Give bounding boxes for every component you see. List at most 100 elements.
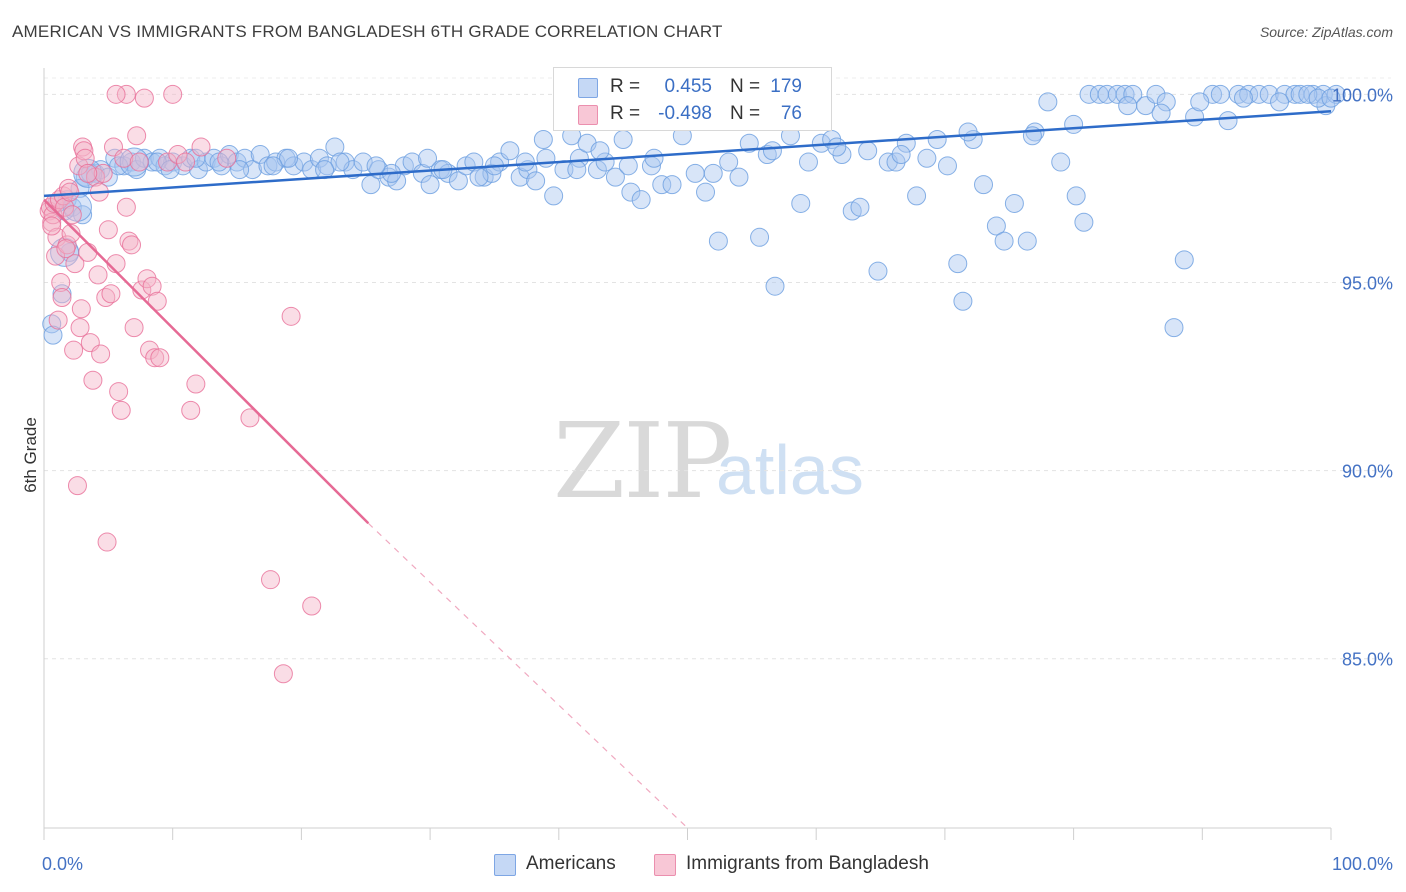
bottom-legend: Americans Immigrants from Bangladesh — [0, 852, 1406, 878]
american-point — [1118, 96, 1138, 116]
bangladesh-point — [119, 231, 139, 251]
american-point — [1164, 318, 1184, 338]
bangladesh-point — [91, 344, 111, 364]
n-value: 179 — [770, 76, 802, 97]
american-point — [536, 148, 556, 168]
americans-legend-swatch — [494, 854, 516, 876]
american-point — [644, 148, 664, 168]
american-point — [986, 216, 1006, 236]
american-point — [605, 167, 625, 187]
american-point — [729, 167, 749, 187]
american-point — [448, 171, 468, 191]
bangladesh-point — [129, 152, 149, 172]
americans-trendline — [43, 110, 1332, 198]
american-point — [1290, 84, 1310, 104]
r-label: R = — [610, 103, 641, 124]
bangladesh-point — [176, 152, 196, 172]
bangladesh-point — [134, 88, 154, 108]
bangladesh-point — [74, 141, 94, 161]
bangladesh-point — [75, 148, 95, 168]
american-point — [618, 156, 638, 176]
bangladesh-point — [61, 224, 81, 244]
bangladesh-point — [273, 664, 293, 684]
american-point — [544, 186, 564, 206]
american-point — [907, 186, 927, 206]
american-point — [482, 163, 502, 183]
bangladesh-point — [83, 370, 103, 390]
american-point — [1228, 84, 1248, 104]
american-point — [868, 261, 888, 281]
bangladesh-point — [56, 239, 76, 259]
n-value: 76 — [780, 103, 802, 124]
american-point — [1004, 193, 1024, 213]
american-point — [43, 325, 63, 345]
american-point — [652, 175, 672, 195]
american-point — [858, 141, 878, 161]
bangladesh-point — [52, 288, 72, 308]
y-tick-label: 90.0% — [1342, 462, 1393, 482]
american-point — [891, 145, 911, 165]
american-point — [1174, 250, 1194, 270]
bangladesh-swatch — [578, 105, 598, 125]
bangladesh-point — [48, 310, 68, 330]
american-point — [791, 193, 811, 213]
american-point — [708, 231, 728, 251]
x-tick-label: 100.0% — [1332, 854, 1393, 874]
bangladesh-point — [142, 276, 162, 296]
bangladesh-point — [181, 400, 201, 420]
bangladesh-point — [88, 265, 108, 285]
american-point — [1270, 92, 1290, 112]
r-label: R = — [610, 76, 641, 97]
american-point — [917, 148, 937, 168]
american-point — [325, 137, 345, 157]
bangladesh-point — [116, 197, 136, 217]
american-point — [219, 145, 239, 165]
bangladesh-point — [191, 137, 211, 157]
legend-label: Americans — [526, 853, 616, 874]
american-point — [420, 175, 440, 195]
american-point — [958, 122, 978, 142]
american-point — [515, 152, 535, 172]
american-point — [1115, 84, 1135, 104]
american-point — [160, 160, 180, 180]
bangladesh-point — [127, 126, 147, 146]
bangladesh-point — [60, 182, 80, 202]
bangladesh-point — [150, 348, 170, 368]
american-point — [974, 175, 994, 195]
trend-layer — [43, 110, 1332, 829]
american-point — [662, 175, 682, 195]
american-point — [765, 276, 785, 296]
american-point — [827, 137, 847, 157]
bangladesh-point — [114, 148, 134, 168]
bangladesh-point — [240, 408, 260, 428]
bangladesh-point — [64, 340, 84, 360]
american-point — [1239, 84, 1259, 104]
bangladesh-point — [217, 148, 237, 168]
american-point — [1190, 92, 1210, 112]
american-point — [266, 152, 286, 172]
bangladesh-point — [116, 84, 136, 104]
bangladesh-point — [122, 235, 142, 255]
y-axis-title: 6th Grade — [21, 417, 40, 493]
american-point — [948, 254, 968, 274]
x-tick-label: 0.0% — [42, 854, 83, 874]
american-point — [1326, 84, 1346, 104]
american-point — [1298, 84, 1318, 104]
american-point — [353, 152, 373, 172]
bangladesh-point — [124, 318, 144, 338]
stats-row-bangladesh: R = -0.498 N = 76 — [554, 100, 831, 128]
american-point — [75, 167, 95, 187]
american-point — [994, 231, 1014, 251]
bangladesh-point — [168, 145, 188, 165]
y-tick-label: 85.0% — [1342, 650, 1393, 670]
american-point — [1017, 231, 1037, 251]
american-point — [366, 156, 386, 176]
bangladesh-point — [147, 291, 167, 311]
american-point — [1064, 114, 1084, 134]
n-label: N = — [730, 103, 761, 124]
american-point — [953, 291, 973, 311]
american-point — [685, 163, 705, 183]
bangladesh-point — [67, 476, 87, 496]
american-point — [757, 145, 777, 165]
american-point — [500, 141, 520, 161]
